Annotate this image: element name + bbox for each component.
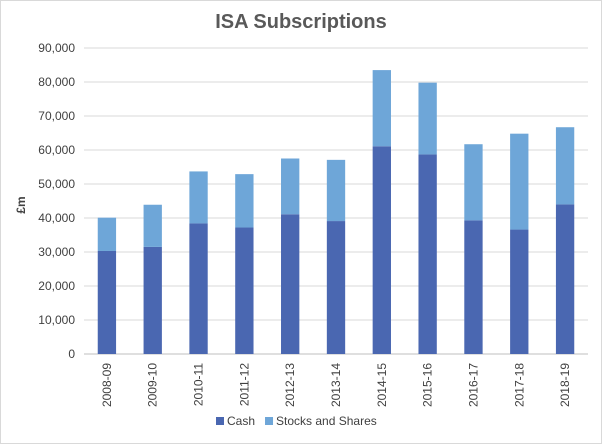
bar-stocks-and-shares-2017-18	[510, 133, 529, 230]
bar-cash-2015-16	[418, 154, 437, 354]
y-tick-label: 40,000	[38, 211, 75, 225]
y-axis-title: £m	[14, 196, 28, 213]
y-axis-ticks: 0 10,000 20,000 30,000 40,000 50,000 60,000 70,…	[38, 41, 75, 361]
x-axis-ticks: 2008-09 2009-10 2010-11 2011-12 2012-13 2013-…	[100, 363, 572, 407]
legend-swatch-stocks-and-shares	[265, 417, 274, 425]
y-tick-label: 0	[68, 347, 75, 361]
x-tick-label: 2016-17	[466, 363, 480, 407]
y-tick-label: 80,000	[38, 75, 75, 89]
bar-stocks-and-shares-2018-19	[555, 127, 575, 205]
bar-stocks-and-shares-2014-15	[372, 70, 391, 147]
bar-cash-2018-19	[555, 204, 575, 354]
chart-title: ISA Subscriptions	[215, 11, 387, 33]
legend-label: Cash	[227, 414, 255, 428]
bar-cash-2009-10	[143, 246, 162, 354]
y-tick-label: 10,000	[38, 313, 75, 327]
bar-cash-2008-09	[97, 250, 117, 354]
bar-stocks-and-shares-2016-17	[464, 144, 483, 221]
x-tick-label: 2018-19	[558, 363, 572, 407]
bar-stocks-and-shares-2011-12	[235, 174, 254, 228]
y-tick-label: 30,000	[38, 245, 75, 259]
x-tick-label: 2014-15	[375, 363, 389, 407]
bar-stocks-and-shares-2009-10	[143, 204, 162, 247]
x-tick-label: 2013-14	[329, 363, 343, 407]
y-tick-label: 50,000	[38, 177, 75, 191]
x-tick-label: 2012-13	[283, 363, 297, 407]
x-tick-label: 2009-10	[146, 363, 160, 407]
bar-cash-2011-12	[235, 227, 254, 354]
x-tick-label: 2017-18	[512, 363, 526, 407]
bar-cash-2012-13	[281, 214, 300, 354]
bar-cash-2010-11	[189, 223, 208, 354]
x-tick-label: 2015-16	[421, 363, 435, 407]
legend: Cash Stocks and Shares	[216, 414, 377, 428]
x-tick-label: 2010-11	[192, 363, 206, 406]
bar-cash-2017-18	[510, 229, 529, 354]
legend-swatch-cash	[216, 417, 224, 425]
y-tick-label: 70,000	[38, 109, 75, 123]
bar-cash-2016-17	[464, 220, 483, 354]
bar-stocks-and-shares-2015-16	[418, 82, 437, 155]
bar-cash-2013-14	[326, 221, 346, 354]
x-tick-label: 2011-12	[237, 363, 251, 406]
bars	[97, 70, 575, 354]
bar-stocks-and-shares-2008-09	[97, 217, 117, 251]
y-tick-label: 90,000	[38, 41, 75, 55]
y-tick-label: 20,000	[38, 279, 75, 293]
bar-stocks-and-shares-2013-14	[326, 159, 346, 222]
x-tick-label: 2008-09	[100, 363, 114, 407]
y-tick-label: 60,000	[38, 143, 75, 157]
legend-label: Stocks and Shares	[276, 414, 377, 428]
bar-cash-2014-15	[372, 146, 391, 354]
bar-stocks-and-shares-2010-11	[189, 171, 208, 224]
bar-stocks-and-shares-2012-13	[281, 158, 300, 215]
